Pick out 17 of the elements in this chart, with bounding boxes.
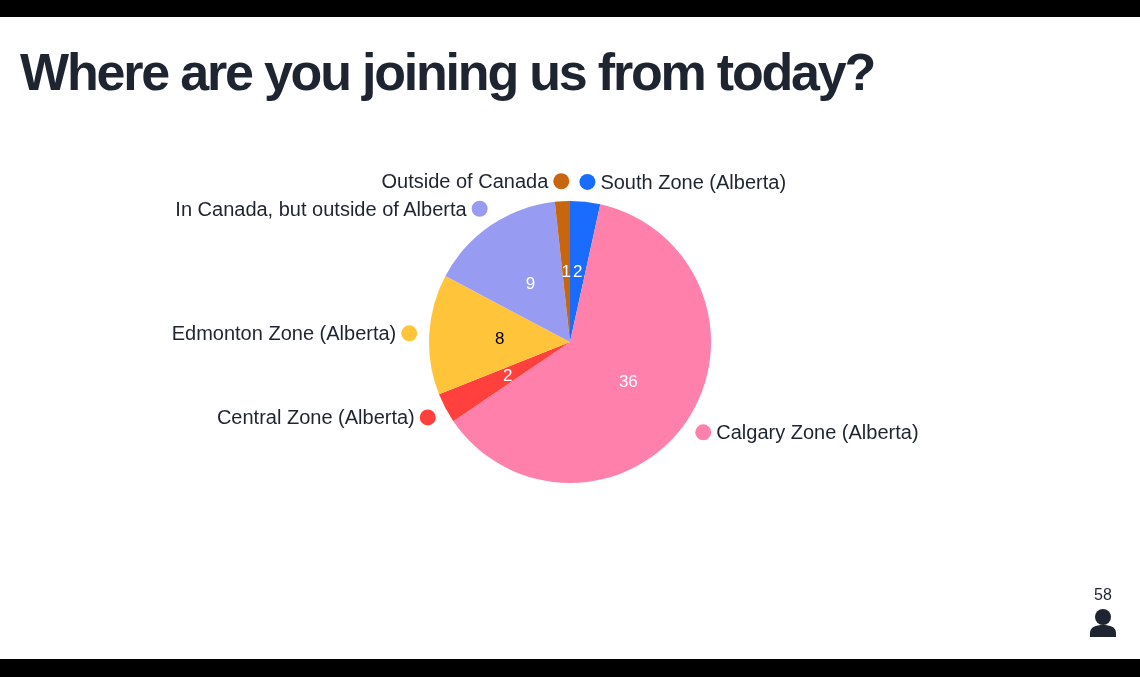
pie-slice <box>570 201 601 342</box>
chart-title: Where are you joining us from today? <box>20 43 875 101</box>
legend-label: Central Zone (Alberta) <box>216 406 415 429</box>
text: 58 <box>1094 586 1112 603</box>
slice-label: Calgary Zone (Alberta) <box>716 421 919 444</box>
data-label: 2 <box>572 262 583 282</box>
data-label: 8 <box>494 328 505 348</box>
data-label: 36 <box>618 372 638 392</box>
data-label: 9 <box>525 274 536 294</box>
data-label: 2 <box>502 365 513 385</box>
legend-label: Outside of Canada <box>381 170 550 193</box>
legend-label: Edmonton Zone (Alberta) <box>171 322 397 345</box>
data-label: 1 <box>561 262 571 282</box>
pie-slice <box>429 275 570 395</box>
pie-slice <box>439 342 570 422</box>
legend-label: In Canada, but outside of Alberta <box>175 197 468 220</box>
slice-label: South Zone (Alberta) <box>600 170 787 193</box>
